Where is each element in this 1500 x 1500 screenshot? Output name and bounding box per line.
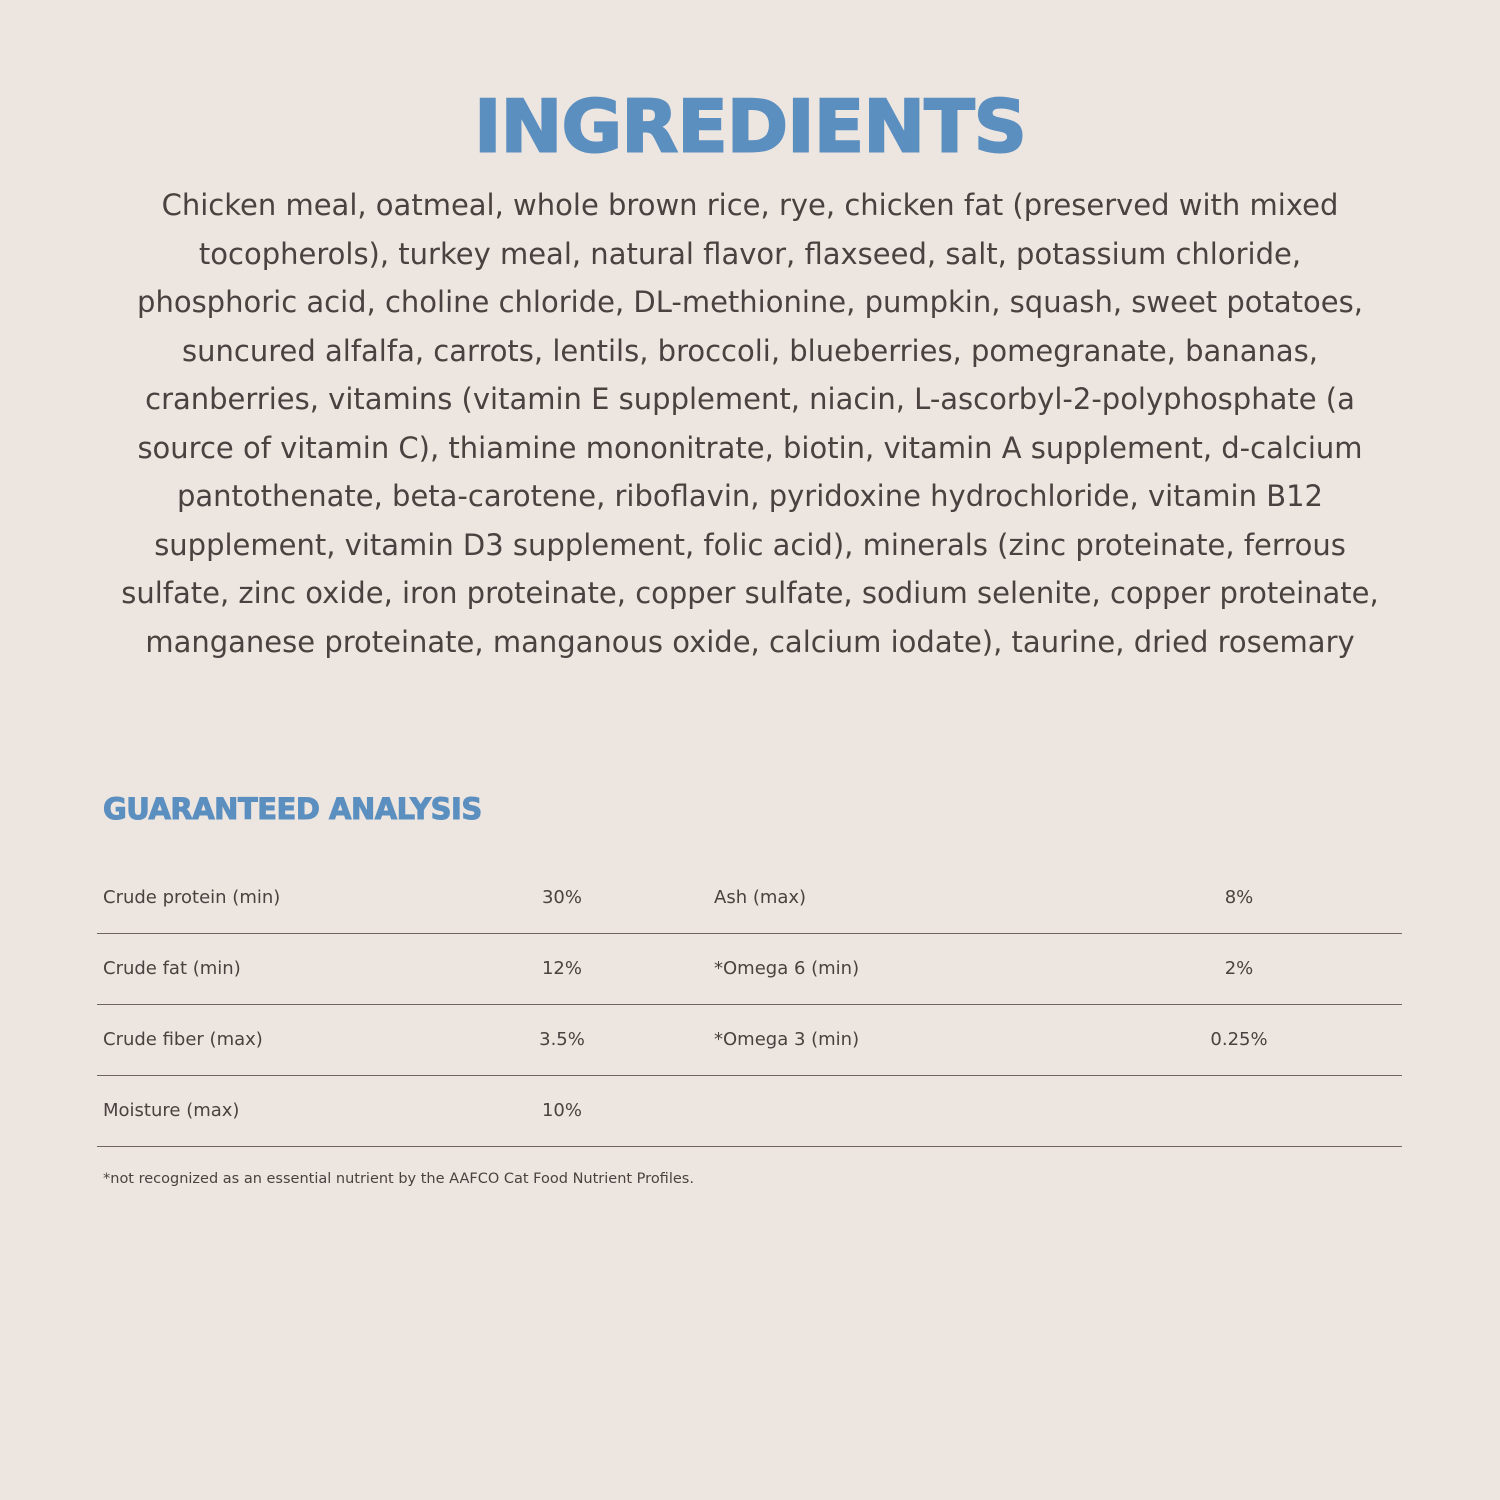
table-row: Crude fiber (max) 3.5% *Omega 3 (min) 0.… [97,1005,1402,1076]
nutrient-value: 30% [541,887,582,908]
ingredients-line: tocopherols), turkey meal, natural flavo… [198,236,1302,271]
table-row: Crude fat (min) 12% *Omega 6 (min) 2% [97,934,1402,1005]
nutrient-label: *Omega 6 (min) [714,958,860,979]
nutrient-value: 10% [541,1100,582,1121]
ingredients-line: cranberries, vitamins (vitamin E supplem… [145,382,1355,416]
nutrient-label: Crude fat (min) [103,958,241,979]
ingredients-line: Chicken meal, oatmeal, whole brown rice,… [161,188,1339,222]
nutrient-value: 3.5% [539,1029,585,1050]
table-row: Crude protein (min) 30% Ash (max) 8% [97,863,1402,934]
ingredients-title: INGREDIENTS [473,84,1028,170]
nutrient-label: *Omega 3 (min) [714,1029,860,1050]
ingredients-list: Chicken meal, oatmeal, whole brown rice,… [60,181,1440,666]
nutrient-label: Ash (max) [714,887,807,908]
ingredients-line: suncured alfalfa, carrots, lentils, broc… [182,333,1318,368]
nutrient-value: 12% [541,958,582,979]
ingredients-line: supplement, vitamin D3 supplement, folic… [154,527,1346,562]
guaranteed-analysis-title: GUARANTEED ANALYSIS [103,792,483,827]
ingredients-line: phosphoric acid, choline chloride, DL-me… [137,285,1363,319]
nutrient-value: 8% [1224,887,1254,908]
nutrient-value: 0.25% [1210,1029,1268,1050]
ingredients-line: sulfate, zinc oxide, iron proteinate, co… [121,576,1379,610]
ingredients-line: manganese proteinate, manganous oxide, c… [145,624,1355,659]
nutrient-label: Crude protein (min) [103,887,281,908]
analysis-table: Crude protein (min) 30% Ash (max) 8% Cru… [97,863,1402,1147]
ingredients-line: pantothenate, beta-carotene, riboflavin,… [176,479,1324,513]
table-row: Moisture (max) 10% [97,1076,1402,1147]
nutrient-value: 2% [1224,958,1254,979]
nutrient-label: Crude fiber (max) [103,1029,263,1050]
nutrient-label: Moisture (max) [103,1100,240,1121]
ingredients-line: source of vitamin C), thiamine mononitra… [137,430,1363,465]
footnote: *not recognized as an essential nutrient… [103,1171,694,1187]
